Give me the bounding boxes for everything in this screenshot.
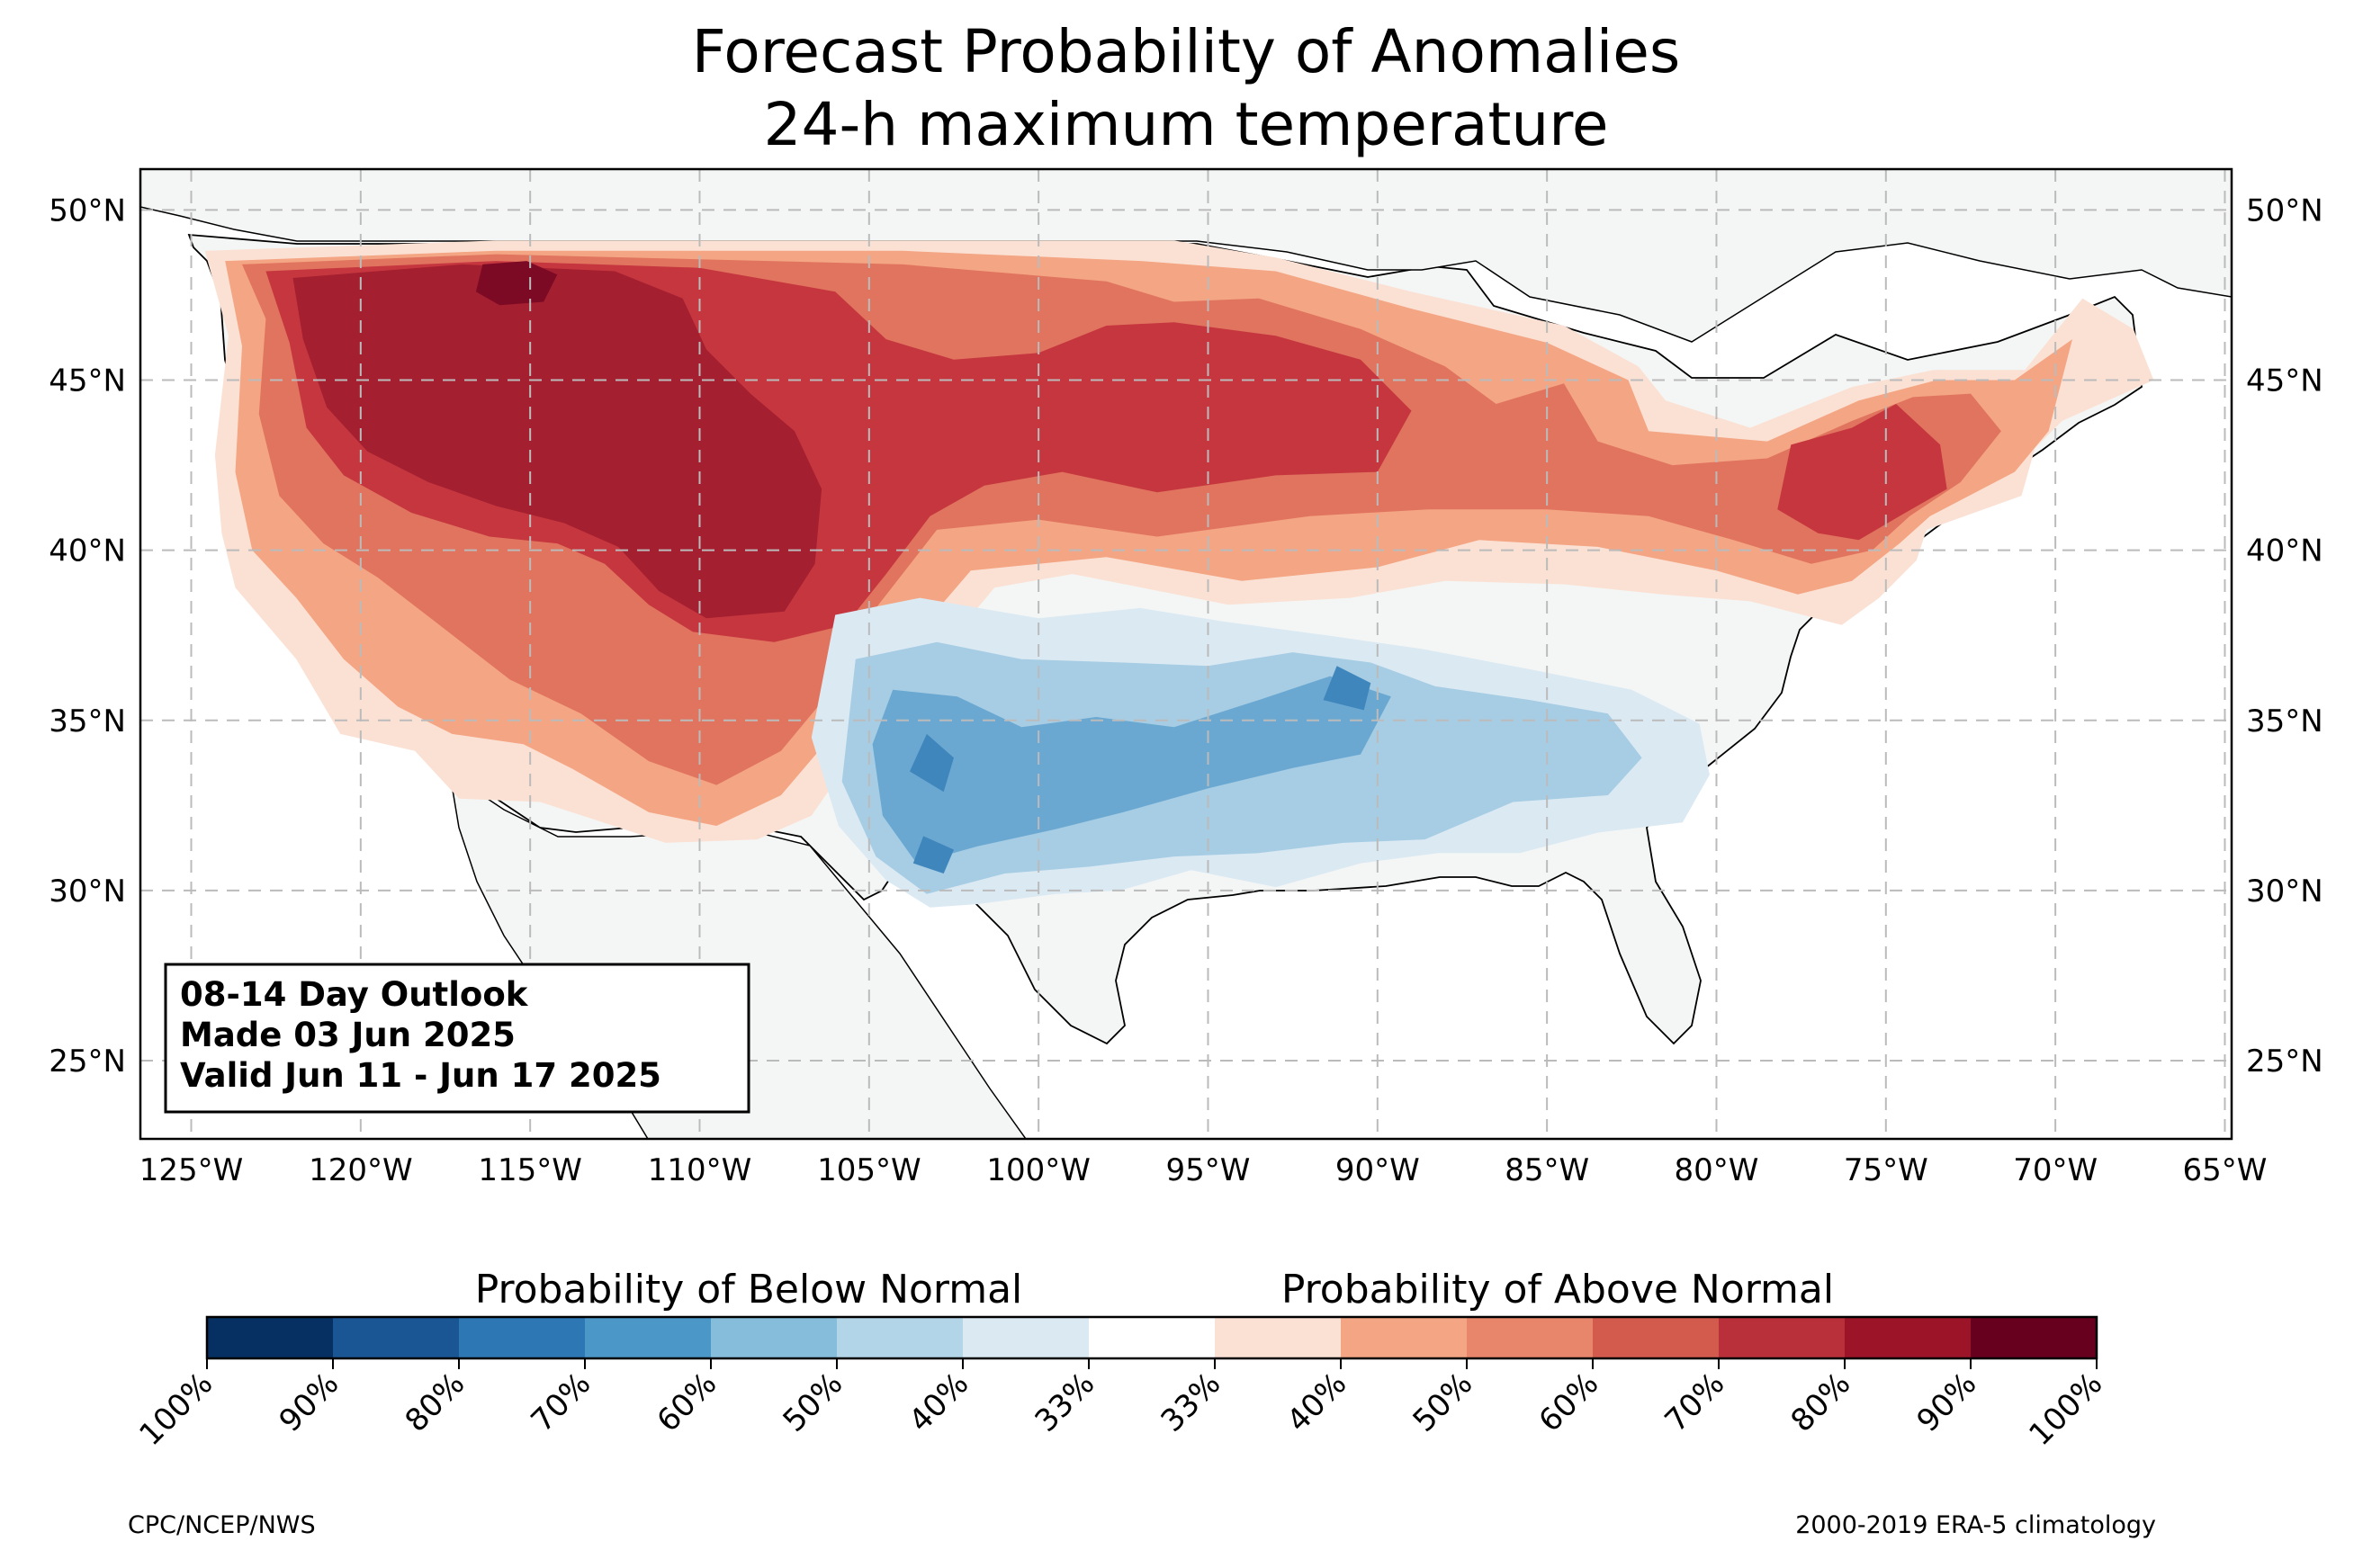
colorbar-swatch xyxy=(1971,1317,2098,1358)
colorbar-swatch xyxy=(711,1317,838,1358)
colorbar-tick-label: 70% xyxy=(525,1366,598,1439)
colorbar-swatch xyxy=(1341,1317,1468,1358)
colorbar-tick-label: 50% xyxy=(777,1366,850,1439)
anomaly-contours xyxy=(204,240,2154,908)
lon-tick-label: 95°W xyxy=(1166,1152,1251,1188)
lon-tick-label: 85°W xyxy=(1505,1152,1589,1188)
map-area xyxy=(140,169,2232,1139)
colorbar-swatch xyxy=(1845,1317,1972,1358)
region-above-60-70pct-4 xyxy=(1777,404,1947,541)
colorbar: 100% 90% 80% 70% 60% 50% 40% 33% 33% 40% 50% 60% 70%… xyxy=(132,1315,2109,1453)
colorbar-tick-label: 33% xyxy=(1029,1366,1102,1439)
lat-tick-label-left: 40°N xyxy=(49,533,126,569)
colorbar-tick-label: 50% xyxy=(1406,1366,1480,1439)
colorbar-swatch xyxy=(333,1317,460,1358)
lon-tick-label: 70°W xyxy=(2013,1152,2098,1188)
colorbar-swatch xyxy=(1215,1317,1342,1358)
map-axis-ticks: 50°N 50°N 45°N 45°N 40°N 40°N 35°N 35°N 30°N 30°N… xyxy=(49,193,2323,1188)
colorbar-tick-label: 90% xyxy=(1910,1366,1984,1439)
colorbar-swatch xyxy=(207,1317,334,1358)
lat-tick-label-left: 35°N xyxy=(49,703,126,739)
info-box-valid-range: Valid Jun 11 - Jun 17 2025 xyxy=(180,1056,661,1095)
colorbar-tick-label: 40% xyxy=(1280,1366,1354,1439)
lon-tick-label: 120°W xyxy=(309,1152,413,1188)
colorbar-swatch xyxy=(963,1317,1090,1358)
lat-tick-label-left: 25°N xyxy=(49,1044,126,1080)
region-below-60-70pct-12 xyxy=(912,836,954,874)
info-box-made-date: Made 03 Jun 2025 xyxy=(180,1016,516,1054)
lon-tick-label: 100°W xyxy=(986,1152,1091,1188)
lat-tick-label-right: 35°N xyxy=(2246,703,2323,739)
lat-tick-label-right: 40°N xyxy=(2246,533,2323,569)
region-above-80-90pct-6 xyxy=(475,261,558,306)
lat-tick-label-right: 45°N xyxy=(2246,363,2323,399)
footer-climatology: 2000-2019 ERA-5 climatology xyxy=(1795,1511,2156,1539)
lon-tick-label: 110°W xyxy=(648,1152,752,1188)
colorbar-swatch xyxy=(459,1317,586,1358)
colorbar-tick-label: 80% xyxy=(1784,1366,1858,1439)
lat-tick-label-right: 30°N xyxy=(2246,874,2323,909)
lon-tick-label: 65°W xyxy=(2183,1152,2268,1188)
colorbar-tick-label: 33% xyxy=(1155,1366,1228,1439)
colorbar-tick-label: 100% xyxy=(2022,1366,2109,1453)
lon-tick-label: 90°W xyxy=(1335,1152,1420,1188)
colorbar-swatch xyxy=(585,1317,712,1358)
colorbar-swatch xyxy=(1719,1317,1846,1358)
lon-tick-label: 125°W xyxy=(139,1152,244,1188)
region-below-60-70pct-10 xyxy=(910,733,954,793)
footer-credit: CPC/NCEP/NWS xyxy=(128,1511,316,1539)
colorbar-swatch xyxy=(1467,1317,1594,1358)
canada-landmass xyxy=(140,169,2232,343)
colorbar-tick-label: 80% xyxy=(399,1366,472,1439)
lon-tick-label: 105°W xyxy=(817,1152,921,1188)
lat-tick-label-left: 45°N xyxy=(49,363,126,399)
colorbar-tick-label: 60% xyxy=(651,1366,724,1439)
colorbar-tick-label: 100% xyxy=(132,1366,220,1453)
colorbar-frame xyxy=(205,1315,2098,1360)
colorbar-tick-label: 70% xyxy=(1658,1366,1732,1439)
lat-tick-label-left: 30°N xyxy=(49,874,126,909)
lon-tick-label: 75°W xyxy=(1844,1152,1928,1188)
lat-tick-label-right: 25°N xyxy=(2246,1044,2323,1080)
colorbar-above-label: Probability of Above Normal xyxy=(1281,1267,1834,1313)
title-line-2: 24-h maximum temperature xyxy=(764,90,1609,159)
lon-tick-label: 115°W xyxy=(478,1152,582,1188)
colorbar-swatch xyxy=(837,1317,964,1358)
colorbar-swatch xyxy=(1593,1317,1720,1358)
map-gridlines xyxy=(140,169,2232,1139)
colorbar-tick-label: 60% xyxy=(1532,1366,1606,1439)
colorbar-tick-label: 90% xyxy=(273,1366,346,1439)
map-frame xyxy=(139,167,2233,1141)
lat-tick-label-right: 50°N xyxy=(2246,193,2323,228)
region-below-50-60pct-9 xyxy=(872,676,1391,864)
lon-tick-label: 80°W xyxy=(1675,1152,1759,1188)
title-line-1: Forecast Probability of Anomalies xyxy=(692,17,1680,86)
lat-tick-label-left: 50°N xyxy=(49,193,126,228)
region-above-70-80pct-5 xyxy=(292,264,822,619)
info-box-outlook: 08-14 Day Outlook xyxy=(180,975,529,1014)
colorbar-swatch xyxy=(1089,1317,1216,1358)
region-below-60-70pct-11 xyxy=(1323,666,1371,711)
colorbar-tick-label: 40% xyxy=(903,1366,976,1439)
info-box xyxy=(164,963,750,1114)
colorbar-below-label: Probability of Below Normal xyxy=(475,1267,1023,1313)
